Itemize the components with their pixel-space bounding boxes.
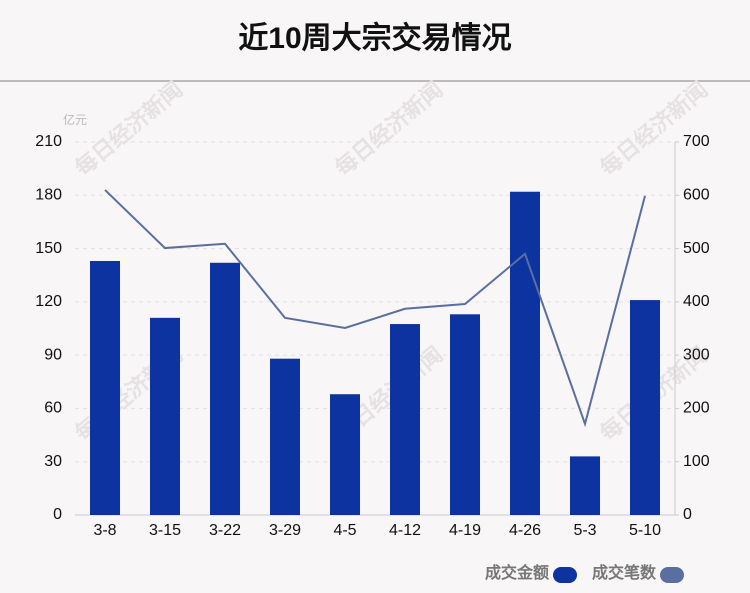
y-tick-label: 0 — [53, 506, 62, 523]
bar — [150, 317, 180, 515]
legend-label: 成交笔数 — [592, 563, 657, 582]
y-tick-label: 150 — [35, 240, 62, 257]
y2-tick-label: 400 — [683, 293, 710, 310]
x-tick-label: 3-8 — [93, 522, 116, 539]
chart-title: 近10周大宗交易情况 — [238, 21, 511, 55]
y-tick-label: 180 — [35, 187, 62, 204]
x-tick-label: 3-15 — [149, 522, 181, 539]
x-tick-label: 4-5 — [333, 522, 356, 539]
x-tick-label: 4-19 — [449, 522, 481, 539]
y-tick-label: 120 — [35, 293, 62, 310]
x-tick-label: 4-12 — [389, 522, 421, 539]
bar — [570, 456, 600, 515]
y2-tick-label: 0 — [683, 506, 692, 523]
x-tick-label: 5-3 — [573, 522, 596, 539]
y2-tick-label: 300 — [683, 346, 710, 363]
bar — [270, 358, 300, 515]
legend-swatch — [553, 567, 577, 583]
y2-tick-label: 100 — [683, 453, 710, 470]
bar — [90, 261, 120, 515]
bar — [330, 394, 360, 515]
y2-tick-label: 700 — [683, 133, 710, 150]
y-unit: 亿元 — [63, 112, 87, 127]
bar — [510, 191, 540, 515]
bar — [630, 300, 660, 515]
legend-label: 成交金额 — [485, 563, 549, 582]
y2-tick-label: 500 — [683, 240, 710, 257]
bar — [210, 262, 240, 515]
bar — [390, 324, 420, 515]
y-tick-label: 210 — [35, 133, 62, 150]
x-tick-label: 3-29 — [269, 522, 301, 539]
y-tick-label: 60 — [44, 400, 62, 417]
y2-tick-label: 200 — [683, 400, 710, 417]
y2-tick-label: 600 — [683, 187, 710, 204]
x-tick-label: 5-10 — [629, 522, 661, 539]
y-tick-label: 90 — [44, 346, 62, 363]
line — [104, 189, 646, 428]
y-tick-label: 30 — [44, 453, 62, 470]
legend-swatch — [660, 567, 684, 583]
x-tick-label: 4-26 — [509, 522, 541, 539]
x-tick-label: 3-22 — [209, 522, 241, 539]
bar — [450, 314, 480, 515]
